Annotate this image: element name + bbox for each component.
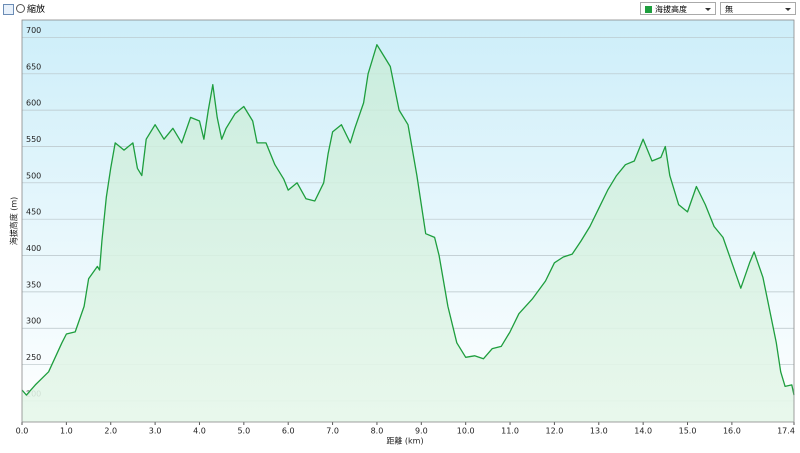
x-tick-label: 16.0: [723, 427, 741, 436]
series-select-label: 海拔高度: [655, 5, 687, 14]
elevation-line: [21, 44, 795, 396]
x-tick-label: 1.0: [60, 427, 73, 436]
x-tick-label: 14.0: [634, 427, 652, 436]
x-tick-label: 13.0: [590, 427, 608, 436]
x-tick-label: 2.0: [104, 427, 117, 436]
plot-frame: [21, 19, 795, 423]
x-tick-label: 6.0: [282, 427, 295, 436]
y-tick-label: 350: [26, 280, 41, 289]
y-tick-label: 600: [26, 99, 41, 108]
series-select[interactable]: 海拔高度: [640, 2, 716, 15]
elevation-area: [22, 44, 794, 422]
x-tick-label: 7.0: [326, 427, 339, 436]
x-tick-label: 8.0: [371, 427, 384, 436]
x-tick-label: 17.4: [777, 427, 795, 436]
x-tick-label: 10.0: [457, 427, 475, 436]
y-tick-label: 500: [26, 171, 41, 180]
x-tick-label: 12.0: [546, 427, 564, 436]
x-tick-label: 0.0: [16, 427, 29, 436]
zoom-button[interactable]: 縮放: [16, 2, 45, 15]
y-tick-label: 650: [26, 62, 41, 71]
toolbar: 縮放 海拔高度 無: [0, 0, 800, 18]
y-tick-label: 300: [26, 317, 41, 326]
x-tick-label: 3.0: [149, 427, 162, 436]
y-tick-label: 550: [26, 135, 41, 144]
y-tick-label: 700: [26, 26, 41, 35]
y-tick-label: 400: [26, 244, 41, 253]
x-tick-label: 15.0: [679, 427, 697, 436]
y-tick-label: 450: [26, 208, 41, 217]
layout-icon[interactable]: [3, 4, 14, 15]
x-tick-label: 5.0: [237, 427, 250, 436]
x-tick-label: 9.0: [415, 427, 428, 436]
compare-select[interactable]: 無: [720, 2, 796, 15]
y-tick-label: 250: [26, 353, 41, 362]
x-axis-label: 距離 (km): [386, 436, 423, 446]
x-tick-label: 4.0: [193, 427, 206, 436]
y-axis-label: 海拔高度 (m): [9, 197, 19, 246]
x-tick-label: 11.0: [501, 427, 519, 436]
